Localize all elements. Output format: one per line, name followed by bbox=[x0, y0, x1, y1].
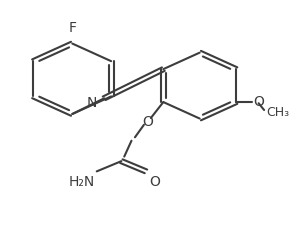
Text: F: F bbox=[68, 21, 76, 35]
Text: H₂N: H₂N bbox=[68, 174, 94, 188]
Text: O: O bbox=[149, 174, 160, 188]
Text: O: O bbox=[253, 95, 264, 109]
Text: N: N bbox=[86, 96, 97, 110]
Text: CH₃: CH₃ bbox=[266, 105, 289, 118]
Text: O: O bbox=[142, 115, 153, 129]
